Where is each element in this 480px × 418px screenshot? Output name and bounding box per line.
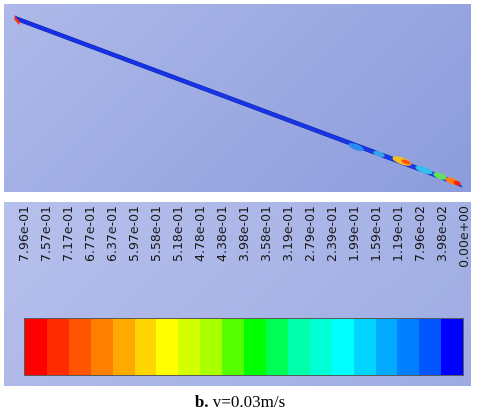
legend-tick-text: 2.79e-01 [302,206,317,262]
legend-tick-label: 1.59e-01 [365,206,387,316]
legend-color-swatch [25,319,47,375]
legend-color-swatch [441,319,464,375]
legend-color-swatch [90,319,113,375]
velocity-hotspot [348,143,364,151]
legend-tick-text: 3.98e-02 [434,206,449,262]
legend-tick-text: 0.00e+00 [456,206,471,268]
figure-caption: b. v=0.03m/s [0,392,480,414]
legend-tick-text: 3.19e-01 [280,206,295,262]
legend-color-swatch [265,319,288,375]
legend-tick-text: 7.96e-02 [412,206,427,262]
legend-color-swatch [244,319,266,375]
contour-view [4,4,471,192]
legend-tick-text: 5.58e-01 [148,206,163,262]
legend-color-swatch [156,319,179,375]
legend-color-swatch [419,319,442,375]
legend-tick-label: 5.97e-01 [123,206,145,316]
velocity-hotspot [401,159,411,165]
legend-tick-text: 5.18e-01 [170,206,185,262]
legend-tick-label: 3.98e-02 [431,206,453,316]
legend-tick-label: 3.98e-01 [233,206,255,316]
legend-tick-label: 2.39e-01 [321,206,343,316]
legend-tick-text: 2.39e-01 [324,206,339,262]
velocity-hotspot [433,172,447,180]
legend-tick-text: 5.97e-01 [126,206,141,262]
caption-text: v=0.03m/s [212,392,286,411]
legend-tick-label: 1.19e-01 [387,206,409,316]
pipe-contour-plot [14,15,463,188]
legend-tick-label: 5.58e-01 [145,206,167,316]
legend-color-swatch [178,319,201,375]
legend-tick-label: 5.18e-01 [167,206,189,316]
legend-tick-text: 7.17e-01 [60,206,75,262]
legend-tick-text: 1.99e-01 [346,206,361,262]
legend-tick-label: 4.38e-01 [211,206,233,316]
legend-tick-text: 1.59e-01 [368,206,383,262]
color-legend: 7.96e-01 7.57e-01 7.17e-01 6.77e-01 6.37e-01… [4,202,471,386]
legend-tick-label: 0.00e+00 [453,206,475,316]
legend-colorbar [24,318,464,376]
legend-tick-label: 7.57e-01 [35,206,57,316]
legend-tick-label: 2.79e-01 [299,206,321,316]
legend-color-swatch [46,319,69,375]
legend-tick-label: 4.78e-01 [189,206,211,316]
velocity-hotspot [453,180,461,186]
legend-color-swatch [397,319,420,375]
velocity-hotspot [415,165,433,175]
legend-color-swatch [112,319,135,375]
legend-color-swatch [353,319,376,375]
legend-tick-text: 7.96e-01 [16,206,31,262]
legend-tick-label: 7.96e-01 [13,206,35,316]
legend-color-swatch [331,319,354,375]
legend-tick-text: 6.77e-01 [82,206,97,262]
legend-tick-text: 7.57e-01 [38,206,53,262]
legend-color-swatch [375,319,398,375]
legend-tick-text: 4.78e-01 [192,206,207,262]
legend-tick-label: 6.37e-01 [101,206,123,316]
legend-tick-labels: 7.96e-01 7.57e-01 7.17e-01 6.77e-01 6.37e-01… [16,206,471,316]
pipe-inlet-marker [14,16,20,25]
legend-color-swatch [222,319,245,375]
legend-color-swatch [134,319,157,375]
legend-tick-label: 1.99e-01 [343,206,365,316]
legend-tick-text: 4.38e-01 [214,206,229,262]
legend-tick-label: 3.58e-01 [255,206,277,316]
pipe-body [14,15,463,188]
legend-tick-text: 3.58e-01 [258,206,273,262]
legend-color-swatch [68,319,91,375]
legend-tick-text: 3.98e-01 [236,206,251,262]
legend-color-swatch [200,319,223,375]
legend-color-swatch [309,319,332,375]
legend-tick-label: 7.17e-01 [57,206,79,316]
legend-tick-label: 6.77e-01 [79,206,101,316]
legend-color-swatch [287,319,310,375]
velocity-hotspot [373,150,385,158]
caption-label: b. [194,392,209,411]
legend-tick-label: 7.96e-02 [409,206,431,316]
legend-tick-text: 1.19e-01 [390,206,405,262]
legend-tick-label: 3.19e-01 [277,206,299,316]
legend-tick-text: 6.37e-01 [104,206,119,262]
